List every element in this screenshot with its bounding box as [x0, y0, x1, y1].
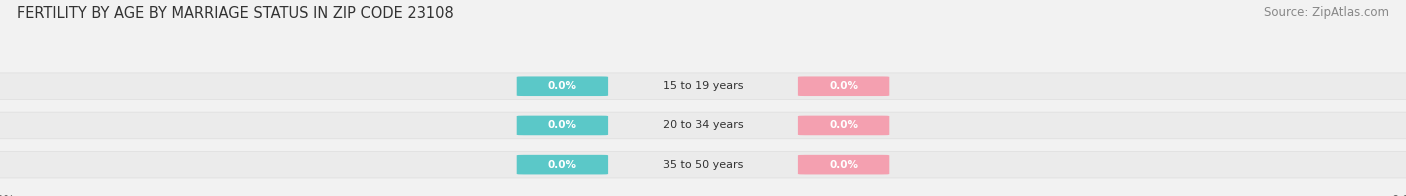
Text: 0.0%: 0.0% — [548, 120, 576, 131]
Text: 15 to 19 years: 15 to 19 years — [662, 81, 744, 91]
Text: Source: ZipAtlas.com: Source: ZipAtlas.com — [1264, 6, 1389, 19]
FancyBboxPatch shape — [517, 155, 609, 174]
FancyBboxPatch shape — [0, 151, 1406, 178]
Text: 35 to 50 years: 35 to 50 years — [662, 160, 744, 170]
Text: FERTILITY BY AGE BY MARRIAGE STATUS IN ZIP CODE 23108: FERTILITY BY AGE BY MARRIAGE STATUS IN Z… — [17, 6, 454, 21]
Text: 0.0%: 0.0% — [548, 81, 576, 91]
Text: 0.0%: 0.0% — [830, 160, 858, 170]
Text: 20 to 34 years: 20 to 34 years — [662, 120, 744, 131]
Text: 0.0%: 0.0% — [830, 81, 858, 91]
FancyBboxPatch shape — [799, 155, 890, 174]
FancyBboxPatch shape — [799, 116, 890, 135]
Text: 0.0%: 0.0% — [548, 160, 576, 170]
FancyBboxPatch shape — [0, 112, 1406, 139]
FancyBboxPatch shape — [799, 76, 890, 96]
FancyBboxPatch shape — [517, 76, 609, 96]
FancyBboxPatch shape — [517, 116, 609, 135]
FancyBboxPatch shape — [0, 73, 1406, 100]
Text: 0.0%: 0.0% — [830, 120, 858, 131]
